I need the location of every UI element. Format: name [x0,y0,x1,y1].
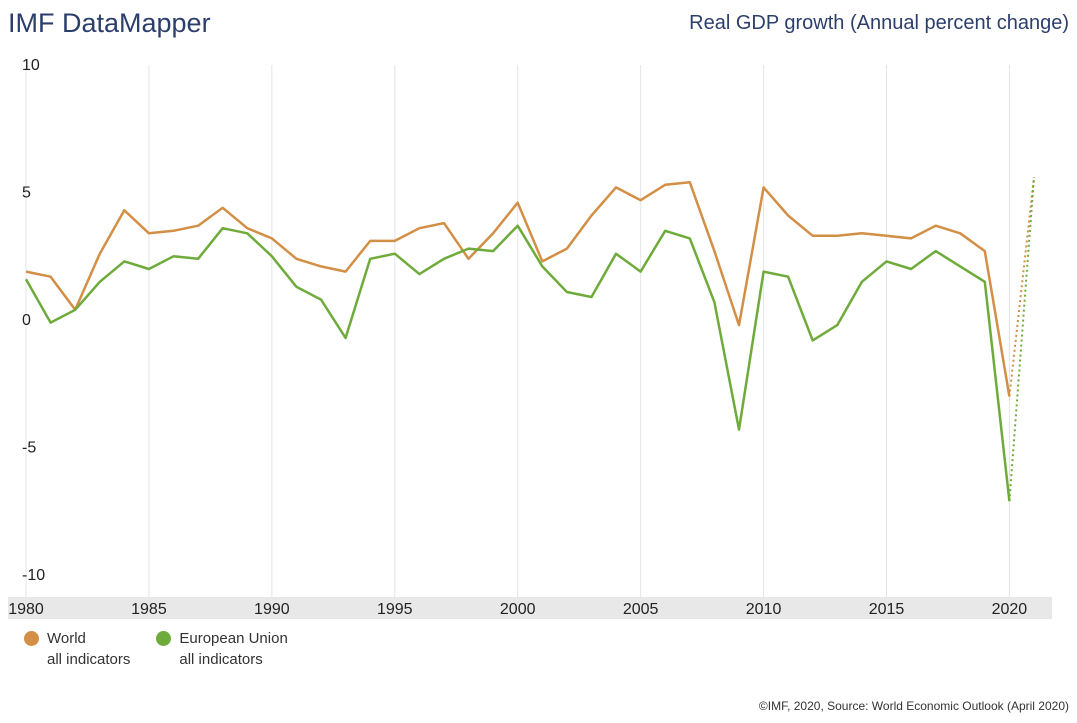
series [24,177,1035,502]
y-tick-label-10: 10 [22,57,40,74]
x-tick-label-1990: 1990 [254,601,290,618]
x-tick-label-2010: 2010 [746,601,782,618]
projection-line-eu [1008,177,1035,502]
x-axis-band [8,597,1052,619]
x-axis: 1980 1985 1990 1995 2000 2005 2010 2015 2020 [8,601,1027,618]
y-tick-label--5: -5 [22,440,36,457]
series-line-world [25,181,1011,397]
y-tick-label-0: 0 [22,312,31,329]
legend-world-subtitle: all indicators [47,651,131,668]
x-tick-label-2005: 2005 [623,601,659,618]
x-tick-label-2020: 2020 [992,601,1028,618]
legend-eu-name: European Union [179,630,288,647]
legend: World all indicators European Union all … [24,628,288,670]
indicator-title[interactable]: Real GDP growth (Annual percent change) [689,12,1069,34]
legend-item-eu[interactable]: European Union all indicators [156,628,288,670]
x-tick-label-2015: 2015 [869,601,905,618]
grid [25,65,1010,597]
x-tick-label-1985: 1985 [131,601,167,618]
legend-world-name: World [47,630,86,647]
y-tick-label-5: 5 [22,185,31,202]
y-tick-label--10: -10 [22,567,45,584]
legend-eu-subtitle: all indicators [179,651,263,668]
x-tick-label-1995: 1995 [377,601,413,618]
legend-item-world[interactable]: World all indicators [24,628,130,670]
legend-eu-dot [156,631,172,646]
brand-title: IMF DataMapper [8,8,211,38]
source-note: ©IMF, 2020, Source: World Economic Outlo… [758,699,1069,713]
x-axis-band-rect [8,597,1052,619]
x-tick-label-2000: 2000 [500,601,536,618]
legend-world-dot [24,631,39,646]
projection-line-world [1008,177,1035,397]
y-axis: 10 5 0 -5 -10 [22,57,45,584]
x-tick-label-1980: 1980 [8,601,44,618]
series-line-eu [24,224,1011,502]
